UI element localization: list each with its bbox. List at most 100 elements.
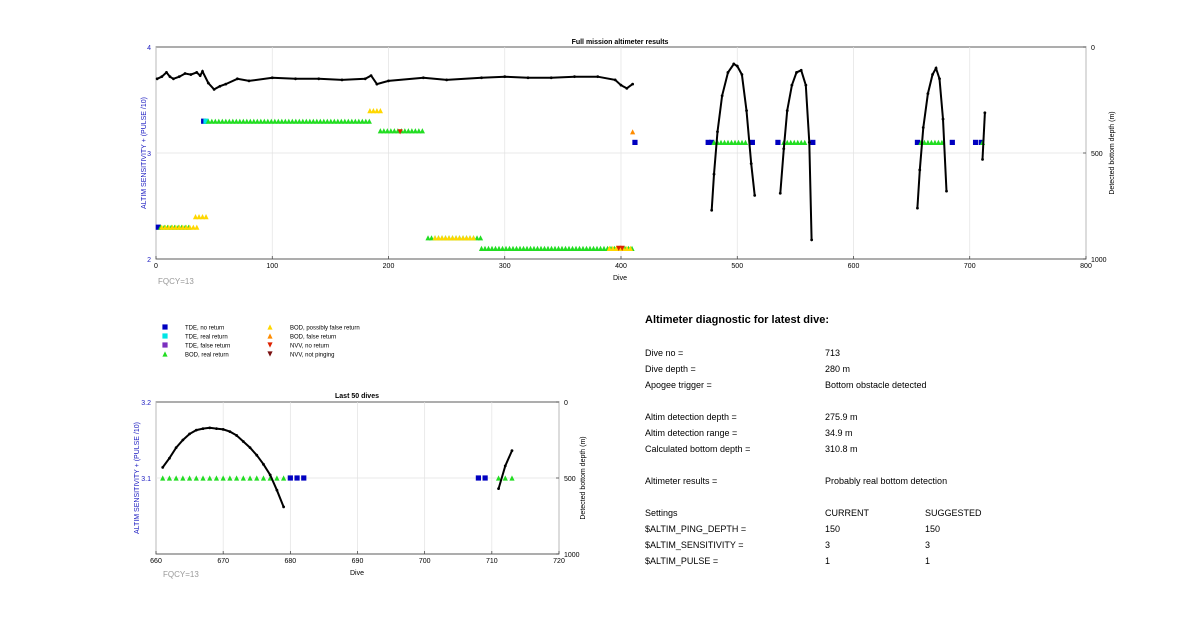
bottom-marker-bod-real-return (502, 475, 508, 481)
diag-label: Altim detection range = (645, 428, 738, 438)
top-marker-bod-possibly-false-return (442, 235, 449, 241)
bottom-bottom-depth-line (497, 450, 513, 489)
top-marker-bod-real-return (925, 139, 931, 145)
bottom-x-tick-label: 700 (419, 558, 431, 565)
top-bottom-depth-point (804, 83, 808, 87)
top-marker-bod-real-return (335, 118, 341, 124)
top-bottom-depth-point (172, 77, 175, 81)
top-marker-bod-real-return (503, 245, 509, 251)
setting-current: 1 (825, 556, 831, 566)
top-marker-bod-possibly-false-return (166, 224, 172, 230)
top-marker-bod-real-return (209, 118, 215, 124)
bottom-bottom-depth-point (497, 487, 500, 491)
legend-marker (162, 333, 168, 339)
top-marker-tde-real-return (203, 118, 209, 124)
top-marker-bod-real-return (795, 139, 801, 145)
top-marker-bod-real-return (261, 118, 267, 124)
legend-marker (267, 324, 273, 330)
top-marker-bod-real-return (732, 139, 738, 145)
top-marker-bod-possibly-false-return (176, 224, 182, 230)
bottom-marker-bod-real-return (234, 475, 240, 481)
top-marker-bod-possibly-false-return (180, 224, 186, 230)
top-bottom-depth-point (155, 77, 159, 81)
top-marker-bod-real-return (314, 118, 320, 124)
top-bottom-depth-point (712, 172, 716, 176)
top-marker-bod-real-return (366, 118, 372, 124)
top-marker-bod-false-return (630, 129, 636, 135)
legend-marker (162, 324, 168, 330)
top-marker-bod-real-return (538, 245, 544, 251)
top-marker-bod-possibly-false-return (173, 224, 179, 230)
top-marker-bod-possibly-false-return (453, 235, 459, 241)
top-bottom-depth-point (183, 72, 187, 75)
bottom-plot-fqcy: FQCY=13 (163, 570, 199, 579)
top-marker-tde-no-return (949, 139, 955, 145)
setting-current: 3 (825, 540, 831, 550)
top-marker-bod-real-return (310, 118, 316, 124)
top-bottom-depth-point (218, 84, 222, 88)
bottom-marker-bod-real-return (160, 475, 166, 481)
top-marker-bod-real-return (388, 128, 394, 134)
top-marker-bod-possibly-false-return (463, 235, 470, 241)
top-marker-bod-real-return (328, 118, 334, 124)
top-bottom-depth-point (790, 83, 794, 87)
top-marker-bod-real-return (583, 245, 590, 251)
bottom-bottom-depth-point (168, 456, 171, 460)
top-marker-bod-real-return (279, 118, 285, 124)
top-marker-bod-real-return (384, 128, 390, 134)
top-marker-bod-real-return (226, 118, 232, 124)
top-x-tick-label: 0 (154, 263, 158, 270)
diag-value: 280 m (825, 364, 851, 374)
top-bottom-depth-point (195, 71, 199, 74)
bottom-bottom-depth-point (255, 453, 259, 457)
bottom-x-tick-label: 720 (553, 558, 565, 565)
top-marker-bod-real-return (569, 245, 576, 251)
top-marker-bod-real-return (474, 235, 480, 241)
bottom-marker-bod-real-return (254, 475, 260, 481)
top-marker-bod-real-return (921, 139, 928, 145)
top-marker-bod-real-return (416, 128, 422, 134)
top-x-tick-label: 600 (848, 263, 860, 270)
top-bottom-depth-point (983, 111, 987, 115)
bottom-marker-bod-real-return (200, 475, 206, 481)
bottom-plot-ylabel-right: Detected bottom depth (m) (580, 436, 587, 519)
top-bottom-depth-point (938, 77, 941, 81)
top-marker-bod-real-return (419, 128, 425, 134)
bottom-plot: 660 670 680 690 700 710 720 3.1 3.2 0 500 1000 (141, 400, 579, 565)
bottom-bottom-depth-point (161, 465, 165, 469)
top-marker-bod-possibly-false-return (199, 214, 206, 220)
top-marker-bod-real-return (601, 245, 607, 251)
top-marker-bod-real-return (352, 118, 358, 124)
top-bottom-depth-point (247, 79, 251, 83)
top-marker-bod-possibly-false-return (162, 224, 168, 230)
diag-label: Apogee trigger = (645, 380, 712, 390)
top-marker-bod-possibly-false-return (196, 214, 202, 220)
legend-label: BOD, false return (290, 335, 336, 341)
top-bottom-depth-point (212, 88, 216, 91)
legend: TDE, no return TDE, real return TDE, false… (162, 324, 360, 359)
top-bottom-depth-point (782, 147, 786, 151)
top-bottom-depth-point (294, 77, 297, 81)
top-bottom-depth-point (631, 82, 635, 86)
top-marker-bod-real-return (721, 139, 728, 145)
top-x-tick-label: 300 (499, 263, 511, 270)
diag-label: Calculated bottom depth = (645, 444, 751, 454)
top-bottom-depth-point (340, 78, 344, 82)
top-bottom-depth-point (363, 77, 367, 81)
top-marker-bod-real-return (381, 128, 387, 134)
top-bottom-depth-point (168, 75, 172, 79)
bottom-y2-tick-label: 500 (564, 476, 576, 483)
settings-current-header: CURRENT (825, 508, 869, 518)
bottom-bottom-depth-point (201, 427, 205, 430)
top-marker-bod-real-return (555, 245, 562, 251)
top-bottom-depth-point (369, 74, 373, 78)
bottom-bottom-depth-point (228, 430, 232, 434)
top-bottom-depth-point (421, 76, 425, 80)
top-marker-bod-real-return (932, 139, 938, 145)
top-marker-bod-possibly-false-return (377, 108, 383, 114)
bottom-bottom-depth-point (241, 440, 245, 443)
legend-label: NVV, not pinging (290, 353, 334, 359)
bottom-bottom-depth-point (174, 446, 178, 449)
top-marker-bod-real-return (342, 118, 348, 124)
top-marker-bod-real-return (391, 128, 397, 134)
